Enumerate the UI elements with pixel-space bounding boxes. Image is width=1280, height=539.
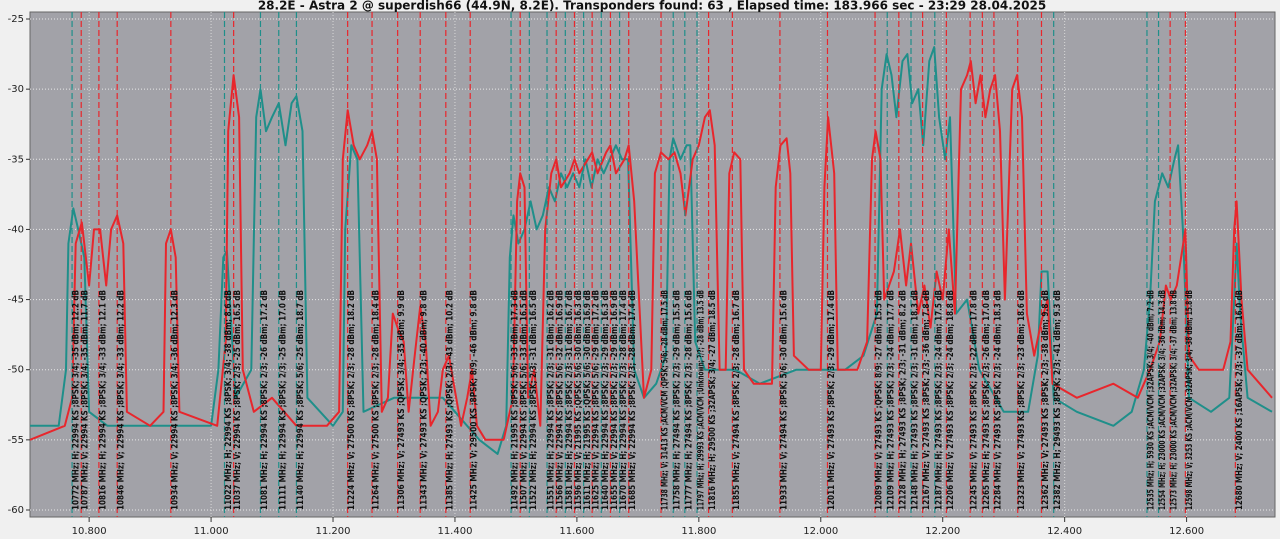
transponder-label: 11224 MHz; V; 27500 KS ;8PSK; 2/3; -28 d… [347,290,357,510]
transponder-label: 11797 MHz; H; 29993 KS ;ACM/VCM ;Unknown… [697,290,707,510]
transponder-label: 11081 MHz; H; 22994 KS ;8PSK; 2/3; -26 d… [260,290,270,510]
transponder-label: 11140 MHz; H; 22994 KS ;8PSK; 5/6; -25 d… [296,290,306,510]
transponder-label: 12167 MHz; V; 27493 KS ;8PSK; 2/3; -36 d… [922,290,932,510]
transponder-label: 12598 MHz; V; 3253 KS ;ACM/VCM ;32APSK; … [1185,290,1195,510]
transponders: 10772 MHz; H; 22994 KS ;8PSK; 3/4; -35 d… [71,12,1245,517]
axes: -25 -30 -35 -40 -45 -50 -55 -60 10.800 11.000 11.2… [8,14,1204,537]
transponder-label: 11933 MHz; V; 27494 KS ;8PSK; 5/6; -30 d… [779,290,789,510]
transponder-label: 11037 MHz; V; 22994 KS ;8PSK; 2/3; -25 d… [233,290,243,510]
transponder-label: 11385 MHz; H; 27493 KS ;QPSK; 2/3; -43 d… [445,290,455,510]
transponder-label: 12323 MHz; V; 27493 KS ;8PSK; 2/3; -23 d… [1017,290,1027,510]
transponder-label: 11758 MHz; H; 27494 KS ;8PSK; 2/3; -29 d… [673,290,683,510]
transponder-label: 12680 MHz; V; 2400 KS ;16APSK; 2/3; -37 … [1235,290,1245,510]
transponder-label: 11611 MHz; H; 21995 KS ;QPSK; 5/6; -30 d… [583,290,593,510]
transponder-label: 12206 MHz; V; 27493 KS ;8PSK; 2/3; -24 d… [946,290,956,510]
transponder-label: 12284 MHz; V; 27493 KS ;8PSK; 2/3; -24 d… [993,290,1003,510]
transponder-label: 12362 MHz; V; 27493 KS ;8PSK; 2/3; -38 d… [1041,290,1051,510]
transponder-label: 10934 MHz; V; 22994 KS ;8PSK; 3/4; -36 d… [170,290,180,510]
transponder-label: 11777 MHz; H; 27494 KS ;8PSK; 2/3; -28 d… [684,290,694,510]
transponder-label: 10816 MHz; H; 22994 KS ;8PSK; 3/4; -33 d… [98,290,108,510]
transponder-label: 11655 MHz; V; 22994 KS ;8PSK; 2/3; -29 d… [610,290,620,510]
y-tick-label: -40 [8,224,24,235]
transponder-label: 12265 MHz; H; 27493 KS ;8PSK; 2/3; -26 d… [982,290,992,510]
transponder-label: 11816 MHz; H; 29500 KS ;32APSK; 3/4; -27… [708,290,718,510]
transponder-label: 10846 MHz; V; 22994 KS ;8PSK; 3/4; -33 d… [117,290,127,510]
transponder-label: 10772 MHz; H; 22994 KS ;8PSK; 3/4; -35 d… [72,290,82,510]
transponder-label: 11670 MHz; H; 22994 KS ;8PSK; 2/3; -28 d… [619,290,629,510]
transponder-label: 12573 MHz; H; 23000 KS ;ACM/VCM ;32APSK;… [1170,290,1180,510]
x-tick-label: 11.800 [681,526,716,537]
transponder-label: 12089 MHz; V; 27493 KS ;QPSK; 8/9; -27 d… [875,290,885,510]
transponder-label: 11343 MHz; V; 27493 KS ;QPSK; 2/3; -40 d… [420,290,430,510]
grid [30,12,1275,517]
transponder-label: 11640 MHz; H; 22994 KS ;8PSK; 2/3; -29 d… [601,290,611,510]
y-tick-label: -60 [8,505,24,516]
transponder-label: 12109 MHz; H; 27493 KS ;8PSK; 2/3; -24 d… [887,290,897,510]
transponder-label: 11111 MHz; H; 22994 KS ;8PSK; 2/3; -25 d… [278,290,288,510]
transponder-label: 12245 MHz; V; 27493 KS ;8PSK; 2/3; -22 d… [970,290,980,510]
x-tick-label: 11.200 [316,526,351,537]
transponder-label: 11492 MHz; H; 21995 KS ;8PSK; 5/6; -33 d… [511,290,521,510]
transponder-label: 11566 MHz; V; 22994 KS ;8PSK; 5/6; -32 d… [556,290,566,510]
spectrum-line [30,46,1273,455]
transponder-label: 11551 MHz; H; 22994 KS ;8PSK; 2/3; -31 d… [547,290,557,510]
transponder-label: 12187 MHz; H; 27493 KS ;8PSK; 2/3; -24 d… [934,290,944,510]
transponder-label: 12554 MHz; H; 23000 KS ;ACM/VCM ;32APSK;… [1158,290,1168,510]
transponder-label: 12148 MHz; H; 27493 KS ;8PSK; 2/3; -31 d… [911,290,921,510]
x-tick-label: 11.600 [559,526,594,537]
transponder-label: 11685 MHz; V; 22994 KS ;8PSK; 2/3; -28 d… [628,290,638,510]
transponder-label: 12128 MHz; H; 27493 KS ;8PSK; 2/3; -31 d… [898,290,908,510]
transponder-label: 12011 MHz; V; 27493 KS ;8PSK; 2/3; -29 d… [827,290,837,510]
transponder-label: 11507 MHz; V; 22994 KS ;8PSK; 5/6; -33 d… [520,290,530,510]
transponder-label: 11522 MHz; H; 22994 KS ;8PSK; 2/3; -31 d… [529,290,539,510]
transponder-label: 11022 MHz; H; 22994 KS ;8PSK; 3/4; -38 d… [224,290,234,510]
transponder-label: 11855 MHz; V; 27494 KS ;8PSK; 2/3; -28 d… [732,290,742,510]
transponder-label: 11264 MHz; V; 27500 KS ;8PSK; 2/3; -28 d… [372,290,382,510]
x-tick-label: 11.000 [194,526,229,537]
transponder-label: 10787 MHz; V; 22994 KS ;8PSK; 3/4; -35 d… [81,290,91,510]
x-tick-label: 12.200 [925,526,960,537]
x-tick-label: 11.400 [437,526,472,537]
y-tick-label: -35 [8,154,24,165]
x-tick-label: 12.400 [1047,526,1082,537]
transponder-label: 12382 MHz; H; 29493 KS ;8PSK; 2/3; -41 d… [1053,290,1063,510]
transponder-label: 11306 MHz; V; 27493 KS ;QPSK; 3/4; -35 d… [397,290,407,510]
x-tick-label: 10.800 [72,526,107,537]
transponder-label: 12535 MHz; H; 5930 KS ;ACM/VCM ;32APSK; … [1146,290,1156,510]
y-tick-label: -50 [8,365,24,376]
spectrum [29,46,1273,455]
transponder-label: 11625 MHz; V; 22994 KS ;8PSK; 5/6; -29 d… [592,290,602,510]
y-tick-label: -30 [8,84,24,95]
transponder-label: 11596 MHz; V; 21995 KS ;QPSK; 5/6; -30 d… [574,290,584,510]
transponder-label: 11425 MHz; V; 29500 KS ;8PSK; 8/9; -46 d… [470,290,480,510]
y-tick-label: -25 [8,14,24,25]
chart-title: 28.2E - Astra 2 @ superdish66 (44.9N, 8.… [258,0,1046,13]
y-tick-label: -55 [8,435,24,446]
y-tick-label: -45 [8,295,24,306]
x-tick-label: 12.000 [803,526,838,537]
transponder-label: 11738 MHz; V; 31413 KS ;ACM/VCM ;QPSK; 5… [661,290,671,510]
x-tick-label: 12.600 [1169,526,1204,537]
transponder-label: 11581 MHz; H; 22994 KS ;8PSK; 2/3; -31 d… [565,290,575,510]
spectrum-line [29,60,1273,441]
